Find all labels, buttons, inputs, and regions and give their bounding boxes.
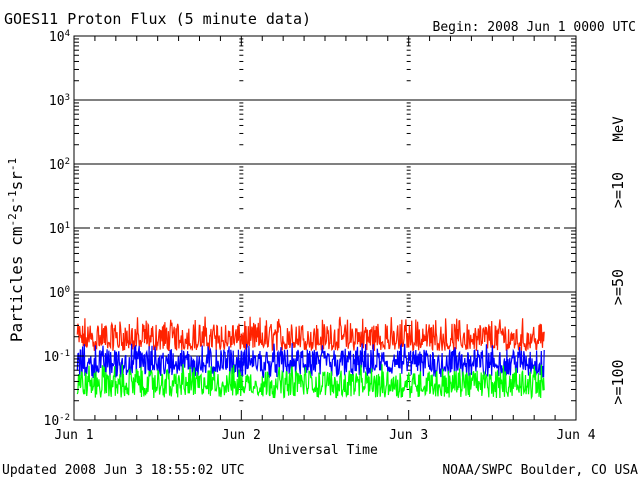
y-tick-label: 103 xyxy=(49,93,70,109)
begin-time: Begin: 2008 Jun 1 0000 UTC xyxy=(433,20,637,35)
series-line-ge10 xyxy=(76,316,545,352)
x-tick-label: Jun 3 xyxy=(389,428,428,443)
y-tick-label: 10-2 xyxy=(44,413,71,429)
legend-ge50: >=50 xyxy=(609,269,627,305)
credit: NOAA/SWPC Boulder, CO USA xyxy=(442,463,638,478)
y-tick-label: 10-1 xyxy=(44,349,71,365)
axis-layer: 10-2 10-1 100 101 102 103 104 Jun 1 Jun 2 Jun 3 Ju… xyxy=(44,29,596,443)
unit-label: MeV xyxy=(611,116,627,142)
updated-time: Updated 2008 Jun 3 18:55:02 UTC xyxy=(2,463,245,478)
x-axis-label: Universal Time xyxy=(268,443,378,458)
x-tick-label: Jun 1 xyxy=(54,428,93,443)
series-line-ge100 xyxy=(76,364,545,400)
y-tick-label: 100 xyxy=(49,285,70,301)
y-tick-label: 104 xyxy=(49,29,70,45)
series-layer xyxy=(76,316,545,400)
y-tick-label: 102 xyxy=(49,157,70,173)
x-tick-label: Jun 4 xyxy=(556,428,595,443)
legend-ge100: >=100 xyxy=(609,359,627,404)
chart-title: GOES11 Proton Flux (5 minute data) xyxy=(4,10,311,28)
y-tick-label: 101 xyxy=(49,221,70,237)
y-axis-label: Particles cm-2s-1sr-1 xyxy=(6,158,27,342)
legend-ge10: >=10 xyxy=(609,172,627,208)
x-tick-label: Jun 2 xyxy=(222,428,261,443)
